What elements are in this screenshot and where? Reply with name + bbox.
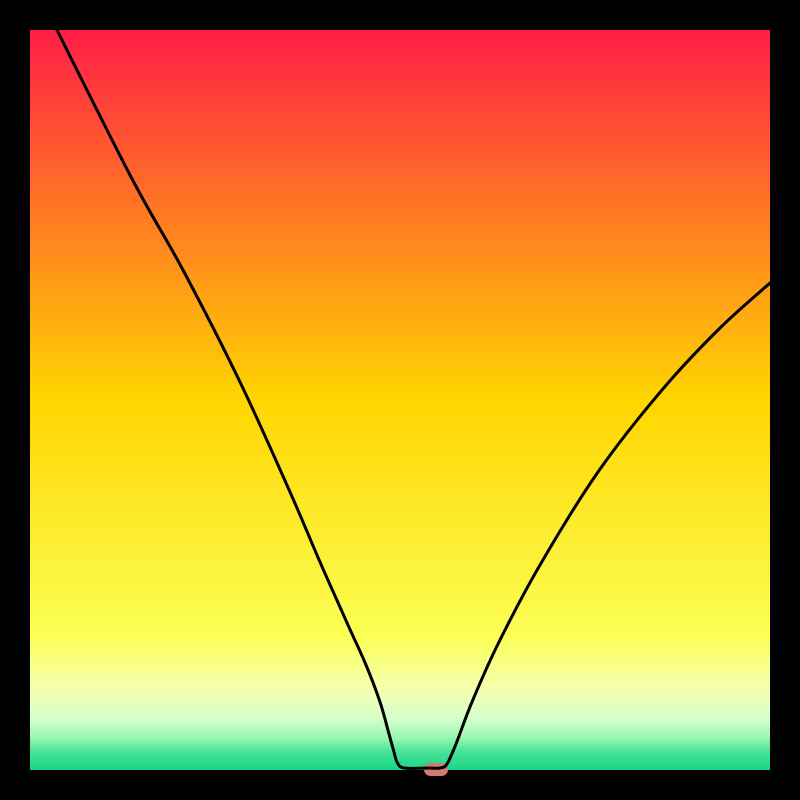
watermark-text: TheBottleneck.com xyxy=(558,4,779,32)
bottleneck-curve xyxy=(0,0,800,800)
chart-container: TheBottleneck.com xyxy=(0,0,800,800)
